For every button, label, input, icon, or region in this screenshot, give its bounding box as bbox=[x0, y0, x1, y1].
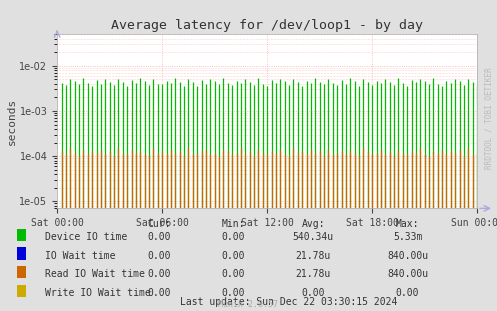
Text: Write IO Wait time: Write IO Wait time bbox=[45, 288, 151, 298]
Text: 21.78u: 21.78u bbox=[296, 251, 331, 261]
Text: 0.00: 0.00 bbox=[147, 269, 171, 279]
Text: 0.00: 0.00 bbox=[222, 232, 246, 242]
Y-axis label: seconds: seconds bbox=[6, 98, 17, 145]
Text: 0.00: 0.00 bbox=[301, 288, 325, 298]
Text: 0.00: 0.00 bbox=[396, 288, 419, 298]
Text: Read IO Wait time: Read IO Wait time bbox=[45, 269, 145, 279]
Text: Munin 2.0.57: Munin 2.0.57 bbox=[219, 300, 278, 309]
Text: IO Wait time: IO Wait time bbox=[45, 251, 115, 261]
Text: 0.00: 0.00 bbox=[222, 288, 246, 298]
Text: Max:: Max: bbox=[396, 219, 419, 229]
Text: 0.00: 0.00 bbox=[222, 251, 246, 261]
Text: Device IO time: Device IO time bbox=[45, 232, 127, 242]
Text: 21.78u: 21.78u bbox=[296, 269, 331, 279]
Title: Average latency for /dev/loop1 - by day: Average latency for /dev/loop1 - by day bbox=[111, 19, 423, 32]
Text: 5.33m: 5.33m bbox=[393, 232, 422, 242]
Text: Min:: Min: bbox=[222, 219, 246, 229]
Text: Avg:: Avg: bbox=[301, 219, 325, 229]
Text: RRDTOOL / TOBI OETIKER: RRDTOOL / TOBI OETIKER bbox=[484, 67, 493, 169]
Text: 840.00u: 840.00u bbox=[387, 251, 428, 261]
Text: 540.34u: 540.34u bbox=[293, 232, 333, 242]
Text: Last update: Sun Dec 22 03:30:15 2024: Last update: Sun Dec 22 03:30:15 2024 bbox=[179, 297, 397, 307]
Text: Cur:: Cur: bbox=[147, 219, 171, 229]
Text: 0.00: 0.00 bbox=[147, 251, 171, 261]
Text: 0.00: 0.00 bbox=[222, 269, 246, 279]
Text: 0.00: 0.00 bbox=[147, 288, 171, 298]
Text: 840.00u: 840.00u bbox=[387, 269, 428, 279]
Text: 0.00: 0.00 bbox=[147, 232, 171, 242]
